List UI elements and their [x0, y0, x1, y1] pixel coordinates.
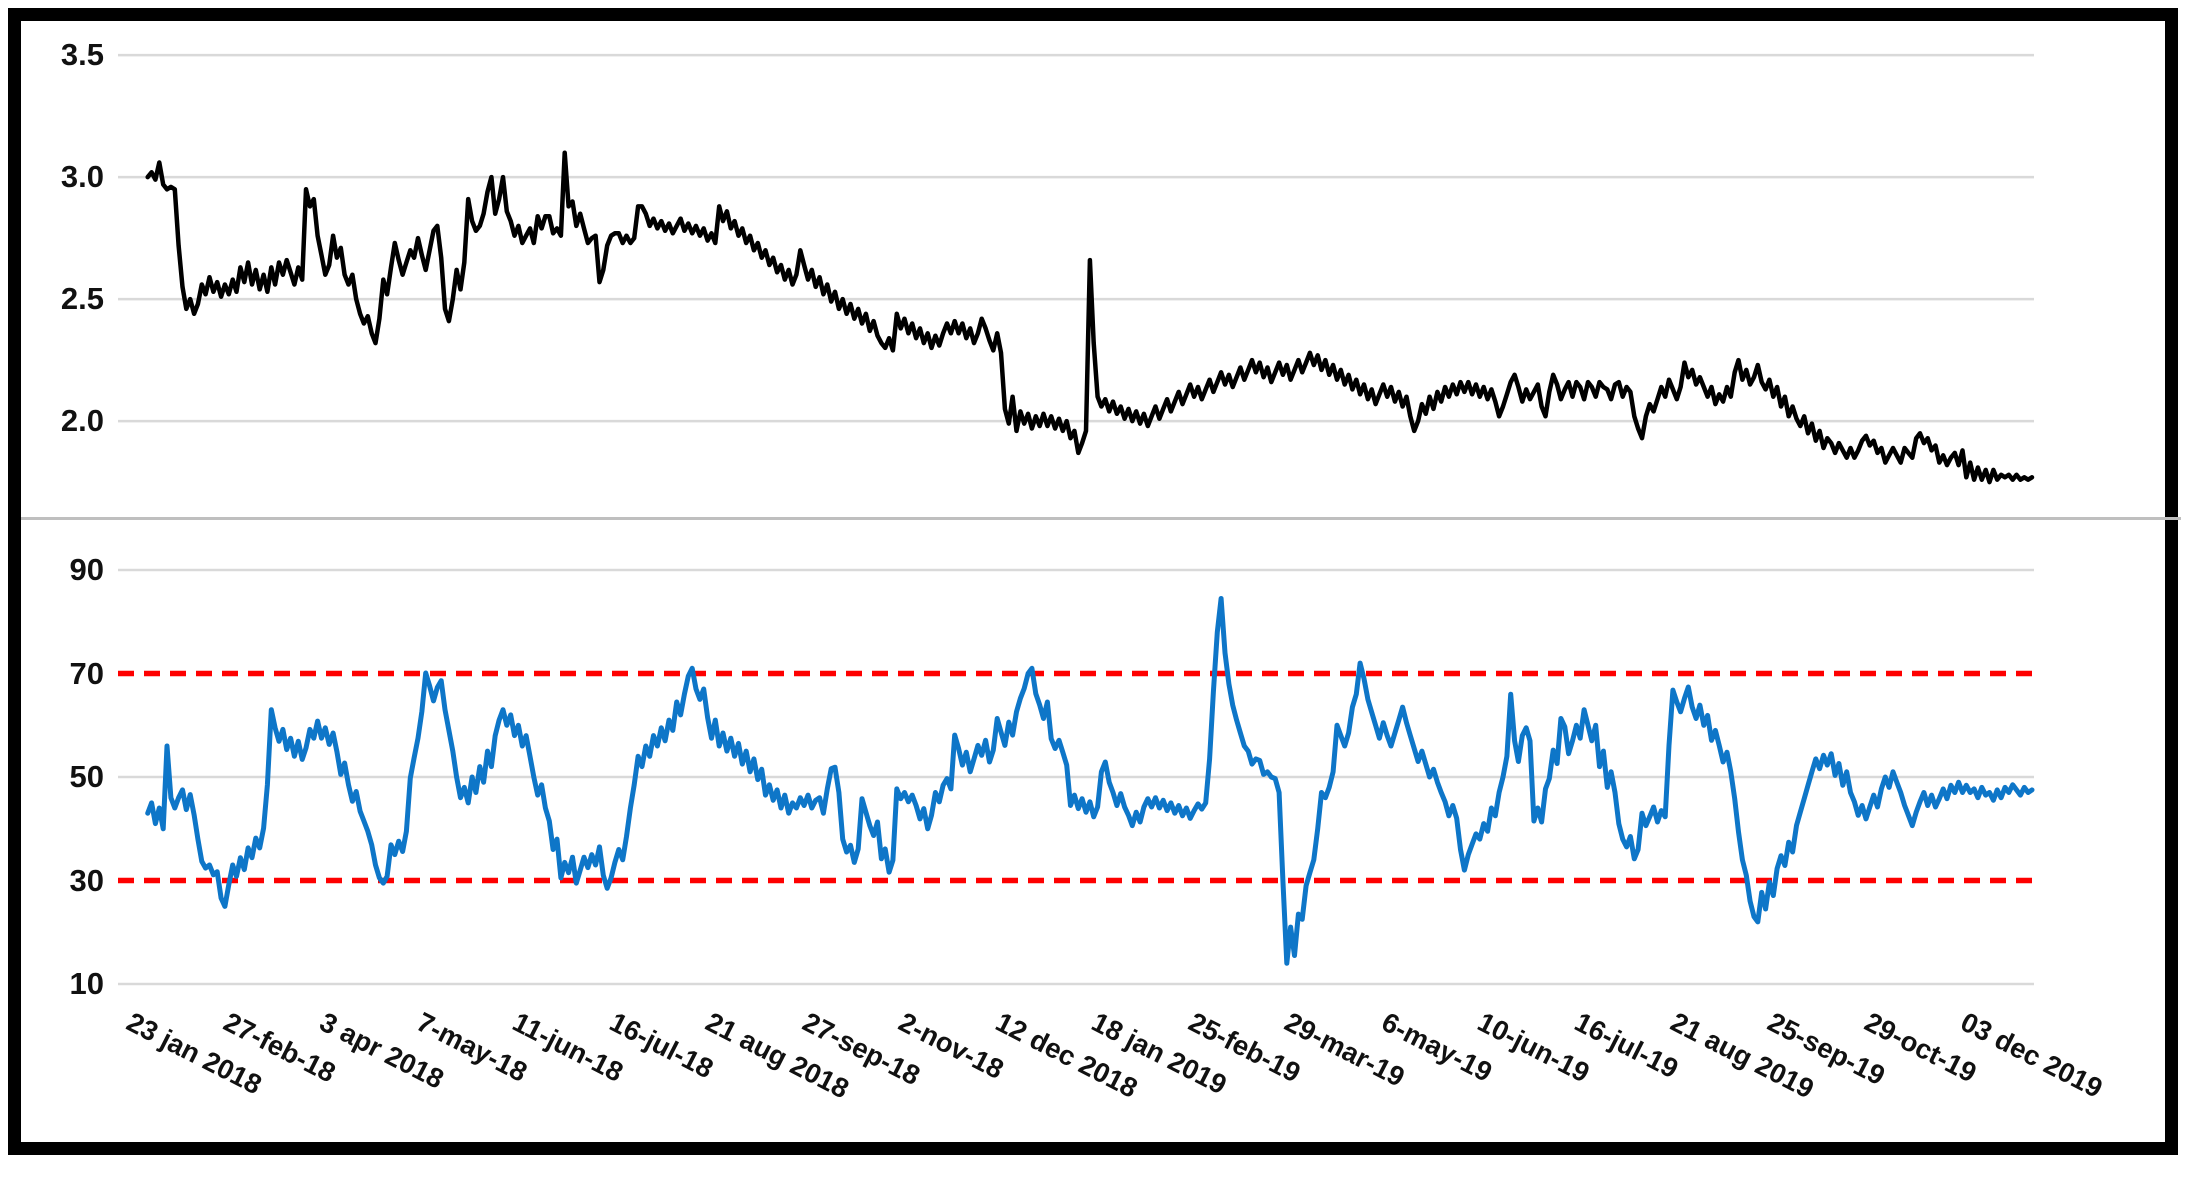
- chart-outer-border: [8, 8, 2178, 1155]
- panel-divider-line: [21, 517, 2181, 520]
- bottom-y-tick-label-50: 50: [69, 759, 104, 794]
- bottom-y-tick-label-70: 70: [69, 655, 104, 691]
- top-y-tick-label-2.5: 2.5: [60, 281, 104, 317]
- x-axis-date-label-4: 11-jun-18: [508, 1006, 629, 1088]
- top-y-tick-label-2: 2.0: [60, 403, 104, 439]
- x-axis-date-label-19: 03 dec 2019: [1955, 1006, 2108, 1104]
- bottom-y-tick-label-30: 30: [69, 862, 104, 898]
- rsi-line-series: [145, 596, 2035, 966]
- price-line-series: [145, 150, 2035, 485]
- bottom-y-tick-label-90: 90: [69, 552, 104, 587]
- top-y-tick-label-3.5: 3.5: [60, 37, 104, 73]
- bottom-y-tick-label-10: 10: [69, 966, 104, 1001]
- top-panel-plot: [118, 53, 2035, 485]
- top-y-tick-label-3: 3.0: [60, 159, 104, 195]
- bottom-panel-plot: [118, 568, 2035, 986]
